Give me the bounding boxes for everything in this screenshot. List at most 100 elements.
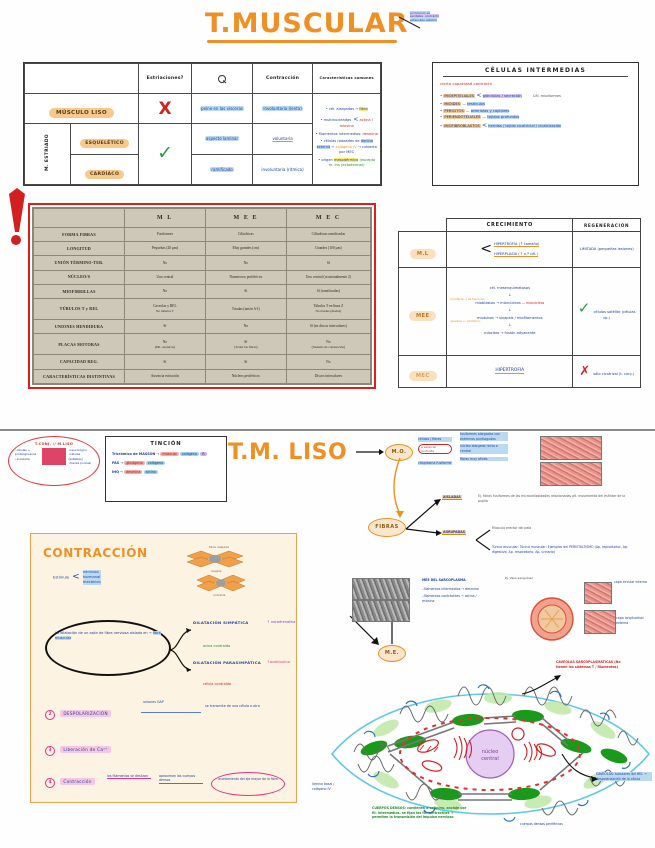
th-regeneracion: REGENERACIÓN xyxy=(572,217,641,233)
cell-contraction-cardiaco: involuntaria (rítmica) xyxy=(251,154,314,185)
row-label: CAPACIDAD REG. xyxy=(33,354,125,370)
table-row: UNIONES HENDIDURA Sí No Sí (en discos in… xyxy=(33,319,372,335)
smooth-muscle-cell-diagram: núcleo central xyxy=(330,684,651,822)
feature-item: • cél. alargadas → fibra xyxy=(325,107,368,112)
me-labels: MEE DEL SARCOPLASMA –filamentos intermed… xyxy=(422,578,479,603)
cell-mee: Núcleos periféricos xyxy=(204,368,287,385)
stimulus-item: nervioso xyxy=(82,570,101,575)
row-label: TÚBULOS T y REL xyxy=(33,298,125,321)
stimulus-item: mecánico xyxy=(82,579,101,585)
branch-label-parasimpatica: DILATACIÓN PARASIMPÁTICA xyxy=(193,660,261,665)
growth-arrow: ↓ xyxy=(508,308,512,313)
row-label: NÚCLEO/S xyxy=(33,269,125,285)
table-row: FORMA FIBRAS Fusiformes Cilíndricas Cilí… xyxy=(33,226,372,242)
th-crecimiento: CRECIMIENTO xyxy=(446,217,574,233)
cell-growth-ml: < HIPERTROFIA (↑ tamaño) HIPERPLASIA (↑ … xyxy=(446,231,574,268)
cint-item: • PERIENDOTELIALES — tejidos profundos xyxy=(440,115,520,120)
tincion-row: Tricrómico de MASSON → músculo colágeno … xyxy=(112,452,207,456)
contraction-oval: La dilatación de un axón de fibra nervio… xyxy=(45,620,171,676)
branch-note-parasimpatica: célula contraída xyxy=(203,682,232,686)
cell-label-lamina-basal: lámina basal / colágeno IV xyxy=(312,782,335,791)
table-row: UNIÓN TÉRMINO-TER. No No Sí xyxy=(33,255,372,271)
cell-micro-esqueletico: aspecto laminar xyxy=(191,122,253,156)
cell-group-estriado: M. ESTRIADO xyxy=(23,122,72,186)
table-row-mee: MEE cél. mesenquimatosas ↓ mioblastos → … xyxy=(397,266,641,356)
growth-side-note: aparece n. periférico xyxy=(450,318,481,323)
cell-ml: Caveolas y REL No túbulos T xyxy=(123,298,206,321)
step-number: 4 xyxy=(45,778,55,788)
cell-ml: No xyxy=(123,255,206,271)
table-row-liso: MÚSCULO LISO X peine en las vísceras inv… xyxy=(24,92,381,186)
branch-arrows-icon xyxy=(168,628,192,672)
cell-regen-mec: ✗ sólo cicatrizal (t. conj.) xyxy=(572,354,641,389)
cell-ml: Pequeñas (20 µm) xyxy=(123,240,206,257)
contraccion-panel: CONTRACCIÓN fibra relajada relajada cont… xyxy=(30,533,297,803)
table-row: CAPACIDAD REG. Sí Sí No xyxy=(33,354,372,370)
cell-micro-cardiaco: ramificado xyxy=(191,154,253,185)
th-striations: Estriaciones? xyxy=(137,63,193,94)
cint-item: • MIOIDES — testículos xyxy=(440,102,485,107)
page-divider xyxy=(0,429,655,431)
cross-icon: X xyxy=(158,98,172,119)
cell-mec: Sí (en discos intercalares) xyxy=(285,319,372,335)
magnifier-icon xyxy=(217,74,227,84)
fibras-branch-arrows-icon xyxy=(405,499,442,536)
th-blank xyxy=(399,219,447,232)
row-label: UNIONES HENDIDURA xyxy=(33,319,125,335)
branch-tag-parasimpatica: ↑acetilcolina xyxy=(267,660,290,664)
cell-ml: Sí xyxy=(123,354,206,370)
micrograph-pink-1 xyxy=(540,436,602,460)
step-label: Liberación de Ca²⁺ xyxy=(60,746,111,753)
cell-contraction-liso: involuntaria (lenta) xyxy=(251,92,314,124)
cell-growth-mee: cél. mesenquimatosas ↓ mioblastos → mion… xyxy=(446,266,574,356)
title-underline xyxy=(207,40,397,43)
contraccion-title: CONTRACCIÓN xyxy=(43,546,148,560)
arrow-to-mo-icon xyxy=(356,449,384,455)
cell-mec: Cilíndricas ramificadas xyxy=(285,226,372,242)
cell-mec: No (Sistema de conducción) xyxy=(285,333,372,356)
cell-mee: Triadas (unión A-I) xyxy=(204,298,287,321)
step-4-mid1: los filamentos se deslizan xyxy=(107,774,151,780)
branch-note-simpatica: acina contraída xyxy=(203,644,231,648)
cint-lead: cierta capacidad contráctil xyxy=(440,81,492,86)
cell-ml: No xyxy=(123,283,206,300)
cell-label-caveolas: CAVEOLAS: tubulares del REL → despolariz… xyxy=(596,772,652,782)
nucleus-label: núcleo xyxy=(482,748,499,755)
cint-item: • MIOFIBROBLASTOS < heridas / tejido cic… xyxy=(440,121,562,129)
step-label: DESPOLARIZACIÓN xyxy=(60,710,111,717)
row-label: UNIÓN TÉRMINO-TER. xyxy=(33,255,125,271)
th-blank xyxy=(24,63,139,94)
cint-item: • MIOEPITELIALES < glándulas / secreción… xyxy=(440,91,561,99)
vessel-inset-2 xyxy=(584,610,616,634)
cell-type-esqueletico: ESQUELÉTICO xyxy=(70,122,139,156)
cell-contraction-esqueletico: voluntaria xyxy=(251,122,314,156)
svg-text:central: central xyxy=(481,756,498,762)
feature-item: • origen mesodérmico (excepto m. iris (e… xyxy=(318,157,376,168)
feature-item: • filamentos intermedios: desmina xyxy=(315,131,378,136)
table-row: MIOFIBRILLAS No Sí Sí (ramificadas) xyxy=(33,283,372,300)
cell-ml: No (Dil. axónicas) xyxy=(123,333,206,356)
row-label: LONGITUD xyxy=(33,240,125,257)
micrograph-pink-2 xyxy=(540,462,602,486)
growth-step: miotubos → sinapsis / miofilamentos xyxy=(477,315,543,320)
tincion-box: TINCIÓN Tricrómico de MASSON → músculo c… xyxy=(105,436,227,502)
fibras-aisladas: AISLADAS xyxy=(442,495,462,500)
title-arrow-icon xyxy=(398,16,421,29)
pill-musculo-liso: MÚSCULO LISO xyxy=(49,107,114,118)
vessel-label-circular: capa circular interna xyxy=(614,580,647,584)
row-label: FORMA FIBRAS xyxy=(33,226,125,242)
cell-type-cardiaco: CARDÍACO xyxy=(70,154,139,185)
fibras-agrupadas-sub: Túnica muscular: Túnica muscular: Ejempl… xyxy=(492,545,629,554)
vessel-caption: Ej. Vaso sanguíneo xyxy=(505,576,534,580)
muscle-types-table: Estriaciones? Contracción Característica… xyxy=(23,62,382,186)
cell-mec: Sí (ramificadas) xyxy=(285,283,372,300)
agrupadas-branch-icon xyxy=(475,529,491,551)
cell-label-cuerpos-densos: CUERPOS DENSOS: contienen α-actinina, an… xyxy=(372,806,467,820)
cell-common-features: • cél. alargadas → fibra • multinucleada… xyxy=(312,92,381,186)
page-title: T.MUSCULAR xyxy=(205,8,409,39)
feature-item: • multinucleadas < actina / miosina xyxy=(320,115,373,128)
step-2-arrow xyxy=(141,712,201,713)
cell-mec: Grandes (100 µm) xyxy=(285,240,372,257)
check-icon: ✓ xyxy=(157,142,174,165)
